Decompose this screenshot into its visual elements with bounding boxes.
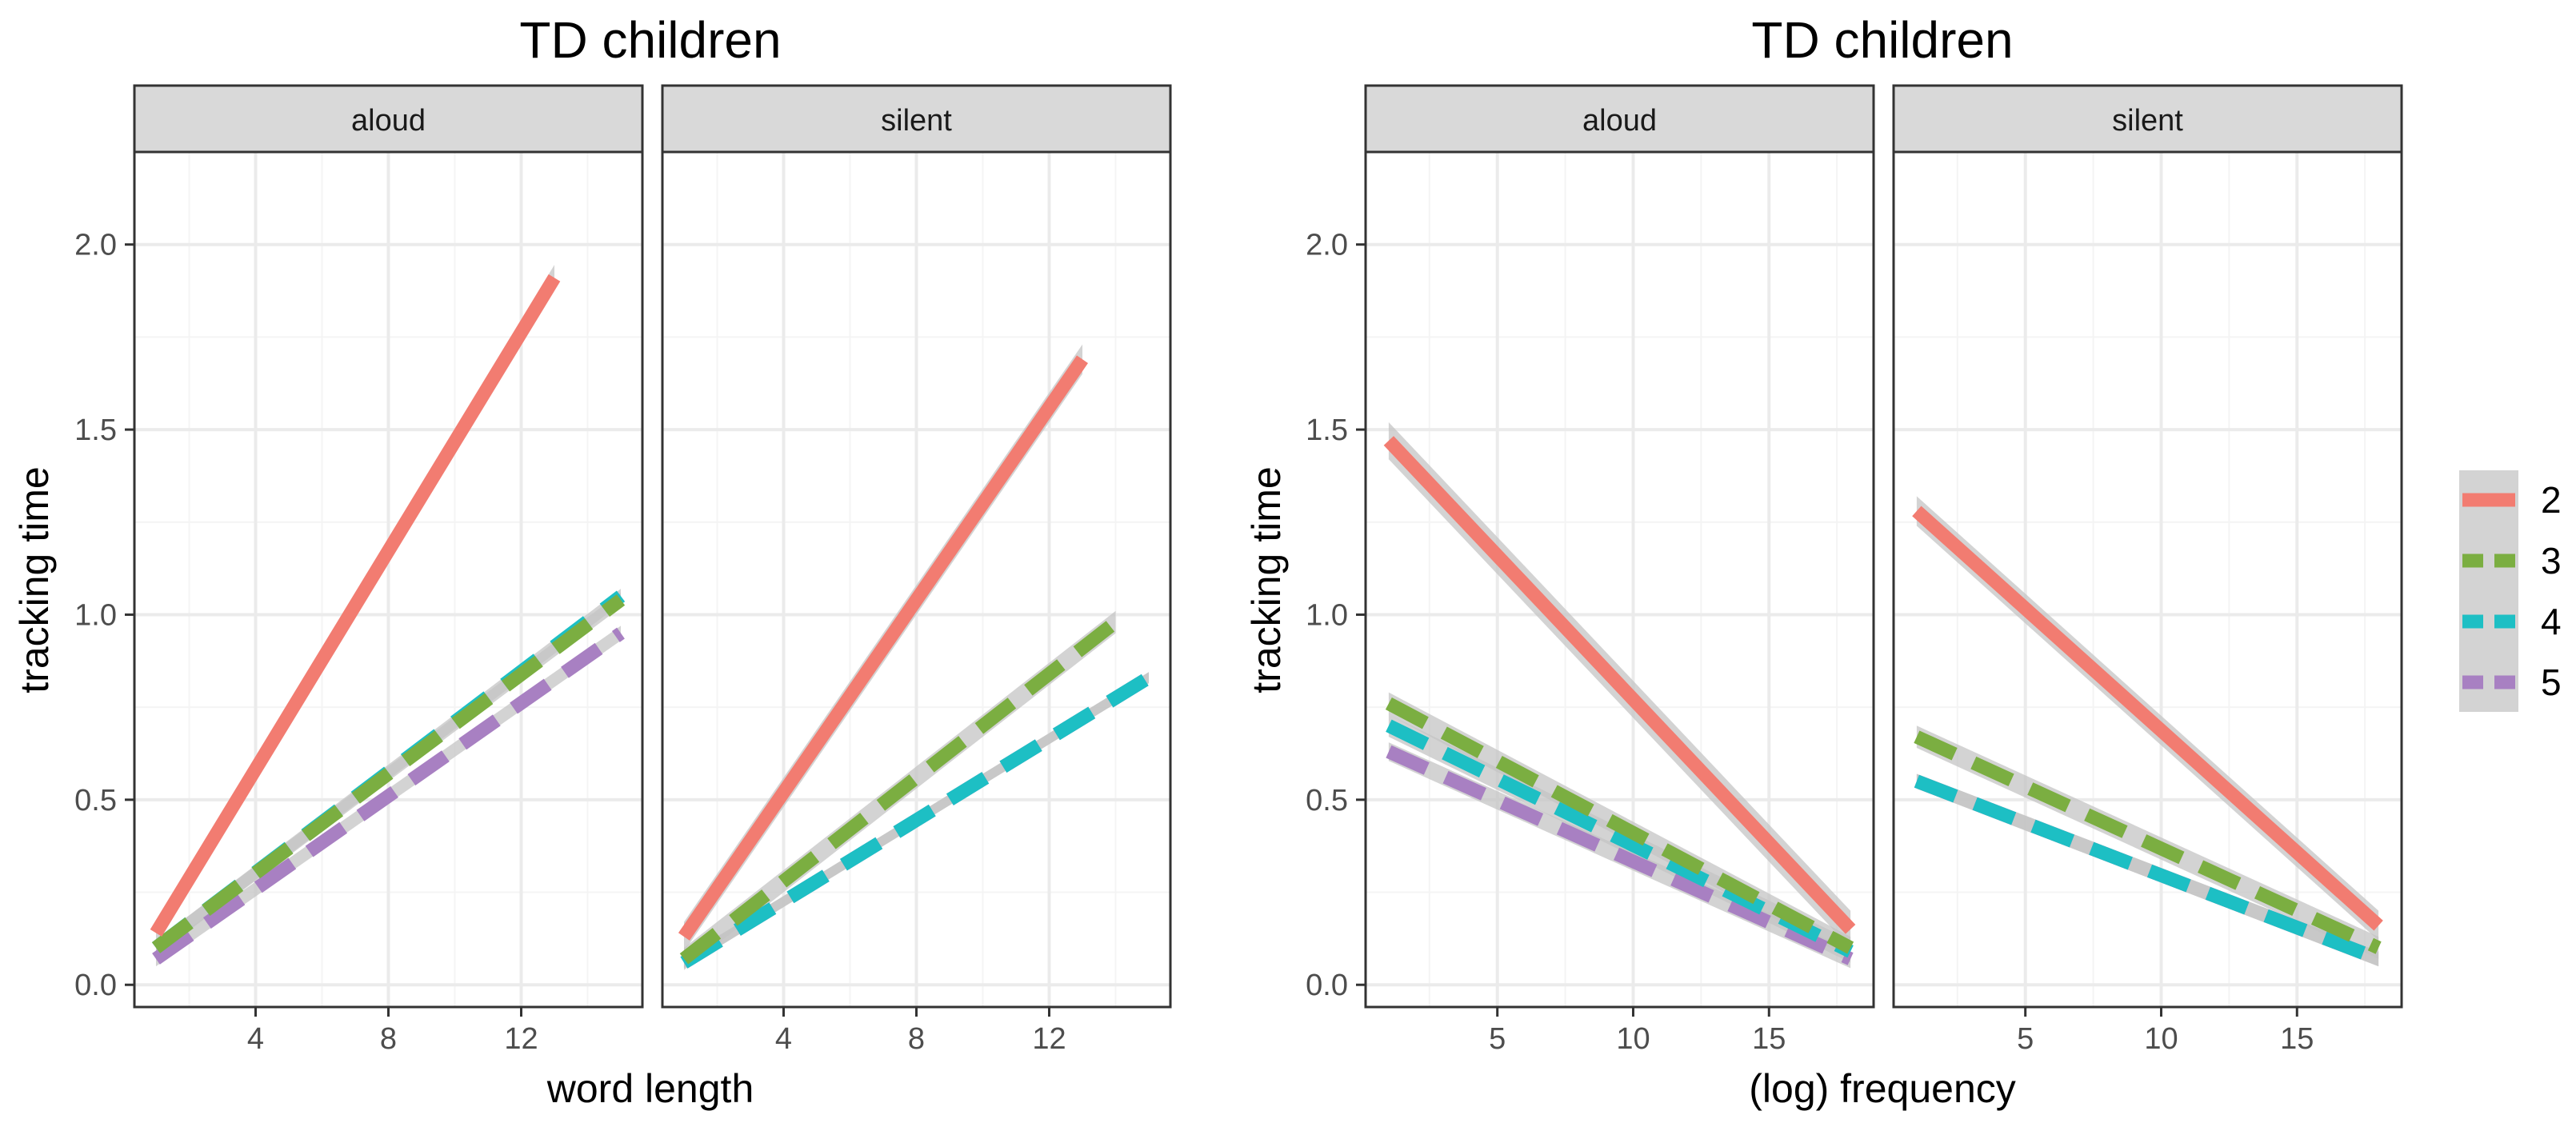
right-x-axis-title: (log) frequency [1749, 1066, 2016, 1111]
x-tick-label: 4 [775, 1022, 792, 1056]
legend-key-background [2459, 470, 2518, 712]
x-tick-label: 5 [1489, 1022, 1506, 1056]
left-x-axis-title: word length [546, 1066, 754, 1111]
y-tick-label: 2.0 [74, 229, 117, 262]
y-tick-label: 1.5 [1306, 414, 1348, 447]
legend-label-5: 5 [2541, 661, 2562, 703]
x-tick-label: 10 [2144, 1022, 2178, 1056]
line-series-3 [679, 617, 1120, 965]
left-y-axis-title: tracking time [12, 466, 57, 693]
line-series-2 [1912, 506, 2383, 931]
x-tick-label: 8 [908, 1022, 925, 1056]
x-tick-label: 4 [247, 1022, 264, 1056]
line-series-4 [1386, 719, 1854, 958]
panel-1-silent: silent 5 10 15 [1892, 84, 2403, 1056]
legend-label-3: 3 [2541, 540, 2562, 581]
ci-ribbon-series-4 [1916, 773, 2379, 967]
right-y-axis-title: tracking time [1244, 466, 1289, 693]
line-series-3 [151, 594, 626, 953]
facet-strip [133, 84, 644, 154]
facet-strip-label-silent: silent [2112, 104, 2183, 138]
y-tick-label: 1.0 [74, 598, 117, 632]
x-tick-label: 5 [2017, 1022, 2034, 1056]
panel-0-silent: silent 4 8 12 [661, 84, 1172, 1056]
legend-item-3: 3 [2462, 540, 2562, 581]
panel-0-aloud: aloud 4 8 12 0.0 0.5 1.0 1.5 2.0 [74, 84, 644, 1056]
x-tick-label: 12 [1032, 1022, 1066, 1056]
line-series-2 [150, 274, 561, 937]
x-tick-label: 15 [2280, 1022, 2314, 1056]
x-tick-label: 15 [1752, 1022, 1786, 1056]
legend-item-2: 2 [2462, 479, 2562, 521]
legend-label-2: 2 [2541, 479, 2562, 521]
facet-strip-label-silent: silent [881, 104, 952, 138]
x-tick-label: 8 [380, 1022, 397, 1056]
line-series-3 [1914, 730, 2382, 954]
legend-label-4: 4 [2541, 601, 2562, 642]
facet-strip-label-aloud: aloud [351, 104, 426, 138]
y-tick-label: 0.5 [74, 784, 117, 817]
line-series-5 [152, 627, 625, 965]
line-series-2 [1383, 436, 1856, 934]
legend: 2 3 4 5 [2459, 470, 2562, 712]
line-series-4 [1914, 774, 2382, 965]
y-tick-label: 2.0 [1306, 229, 1348, 262]
facet-strip [1892, 84, 2403, 154]
y-tick-label: 0.0 [1306, 969, 1348, 1002]
line-series-2 [678, 355, 1089, 941]
y-tick-label: 0.5 [1306, 784, 1348, 817]
facet-panels: aloud 4 8 12 0.0 0.5 1.0 1.5 2.0 silent 4 8 12 aloud 5… [74, 84, 2403, 1056]
line-series-4 [680, 671, 1153, 969]
facet-strip [661, 84, 1172, 154]
legend-item-4: 4 [2462, 601, 2562, 642]
facet-strip [1364, 84, 1875, 154]
left-chart-title: TD children [519, 11, 781, 69]
panel-1-aloud: aloud 5 10 15 0.0 0.5 1.0 1.5 2.0 [1306, 84, 1875, 1056]
line-series-3 [1385, 697, 1854, 954]
y-tick-label: 0.0 [74, 969, 117, 1002]
legend-item-5: 5 [2462, 661, 2562, 703]
x-tick-label: 12 [504, 1022, 538, 1056]
y-tick-label: 1.5 [74, 414, 117, 447]
x-tick-label: 10 [1616, 1022, 1650, 1056]
facet-strip-label-aloud: aloud [1582, 104, 1657, 138]
y-tick-label: 1.0 [1306, 598, 1348, 632]
right-chart-title: TD children [1751, 11, 2013, 69]
line-series-5 [1386, 745, 1854, 965]
